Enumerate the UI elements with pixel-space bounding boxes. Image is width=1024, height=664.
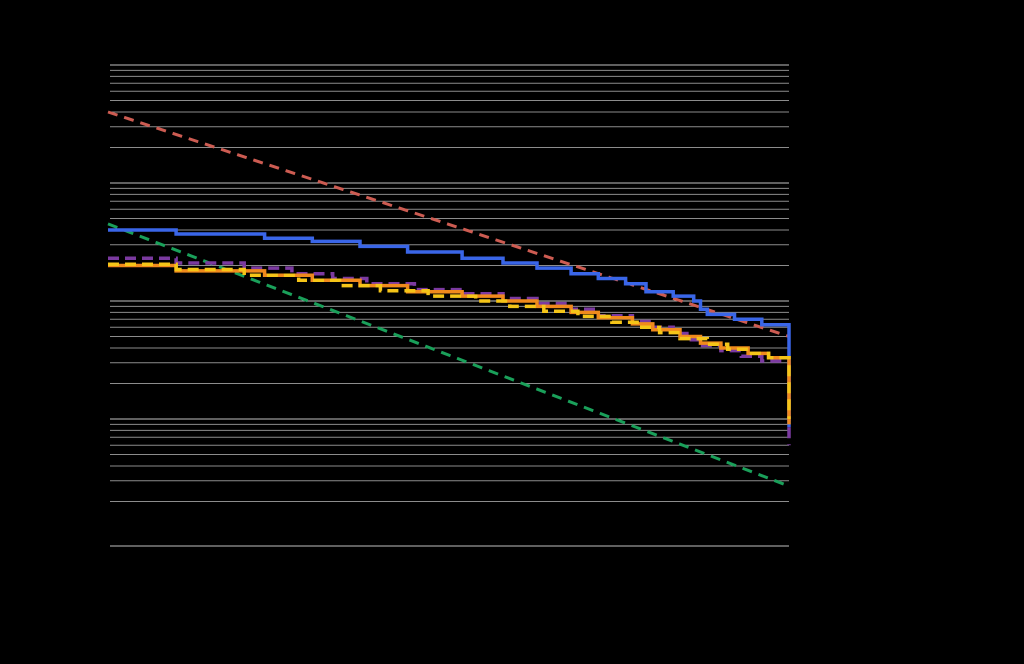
series-group [107, 110, 791, 488]
series-line-2 [107, 222, 790, 488]
series-line-3 [108, 228, 791, 428]
series-line-1 [107, 110, 790, 338]
series-line-6 [108, 262, 791, 419]
gridlines [110, 64, 789, 547]
